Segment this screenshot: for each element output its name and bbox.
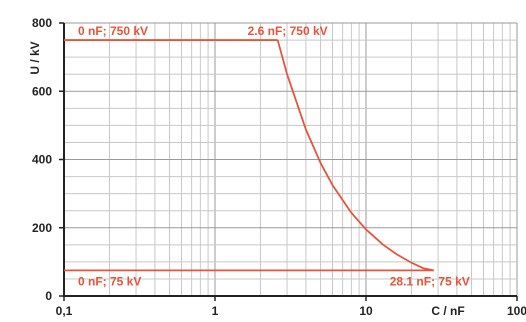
series-line-2 [276,39,434,272]
x-axis-label: C / nF [431,304,464,318]
x-tick-label: 100 [507,304,526,318]
annotation-label: 28.1 nF; 75 kV [390,274,470,288]
x-tick-label: 0,1 [56,304,73,318]
y-tick-label: 800 [32,16,52,30]
grid [63,22,518,297]
labels: U / kV C / nF 0 200 400 600 800 0,1 1 10 100 0 nF… [28,16,526,318]
y-axis-label: U / kV [28,41,42,74]
y-tick-label: 600 [32,84,52,98]
y-tick-label: 200 [32,221,52,235]
y-tick-label: 400 [32,153,52,167]
axes [59,22,518,301]
x-tick-label: 1 [212,304,219,318]
x-tick-label: 10 [359,304,373,318]
y-tick-label: 0 [45,289,52,303]
annotation-label: 0 nF; 75 kV [78,274,141,288]
annotation-label: 0 nF; 750 kV [78,24,148,38]
series-layer [64,39,434,272]
annotation-label: 2.6 nF; 750 kV [248,24,328,38]
